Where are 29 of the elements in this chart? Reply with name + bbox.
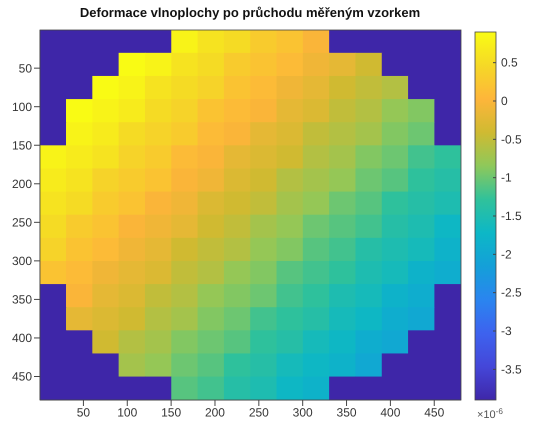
color-bar-label: 0 bbox=[501, 94, 508, 108]
x-tick-label: 50 bbox=[76, 406, 90, 420]
color-bar-label: -1 bbox=[501, 170, 512, 185]
y-tick-label: 300 bbox=[12, 254, 32, 268]
y-tick-label: 450 bbox=[12, 370, 32, 384]
y-tick-label: 350 bbox=[12, 292, 32, 307]
color-bar-label: -3.5 bbox=[501, 362, 522, 376]
y-tick-label: 400 bbox=[12, 331, 32, 346]
y-tick-label: 150 bbox=[12, 138, 32, 152]
x-tick-label: 400 bbox=[380, 406, 401, 420]
x-tick-label: 450 bbox=[424, 406, 445, 420]
color-bar-label: -1.5 bbox=[501, 209, 522, 223]
x-tick-label: 350 bbox=[336, 406, 357, 420]
x-tick-label: 150 bbox=[161, 406, 182, 420]
color-bar-title: ×10$^{-6}$ bbox=[477, 406, 504, 421]
x-tick-label: 100 bbox=[117, 406, 138, 420]
x-tick-label: 300 bbox=[292, 406, 314, 420]
chart-title: Deformace vlnoplochy po průchodu měřeným vzorkem bbox=[80, 5, 420, 20]
color-bar-label: 0.5 bbox=[501, 56, 518, 70]
y-tick-label: 250 bbox=[12, 216, 32, 230]
y-tick-label: 200 bbox=[12, 177, 32, 192]
color-bar-label: -2.5 bbox=[501, 286, 522, 300]
color-bar-label: -0.5 bbox=[501, 132, 522, 146]
color-bar-label: -2 bbox=[501, 247, 512, 262]
y-tick-label: 100 bbox=[12, 100, 32, 114]
x-tick-label: 250 bbox=[248, 406, 270, 420]
y-tick-label: 50 bbox=[18, 61, 32, 76]
color-bar-label: -3 bbox=[501, 324, 512, 338]
x-tick-label: 200 bbox=[204, 406, 226, 420]
